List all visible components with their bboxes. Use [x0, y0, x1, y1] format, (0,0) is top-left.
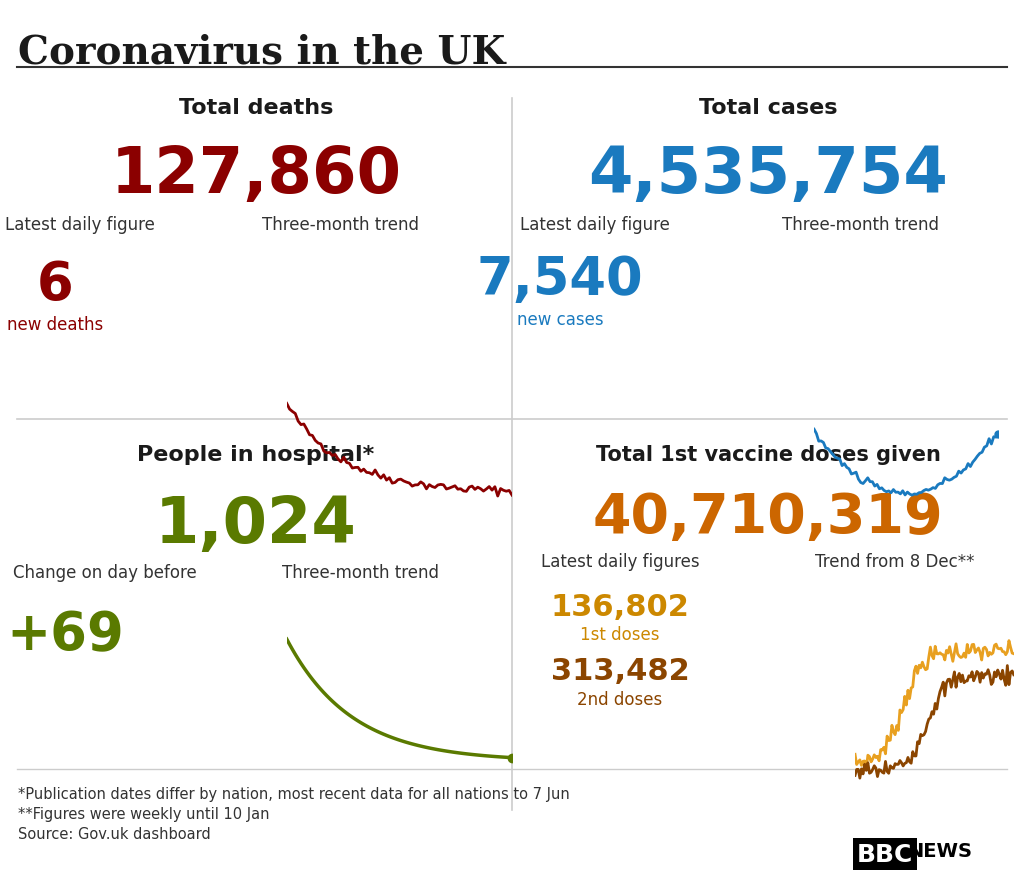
Text: +69: +69 — [6, 608, 124, 660]
Text: 4,535,754: 4,535,754 — [588, 144, 948, 205]
Text: 313,482: 313,482 — [551, 657, 689, 686]
Text: BBC: BBC — [857, 842, 913, 866]
Text: 6: 6 — [37, 259, 74, 311]
Text: 1,024: 1,024 — [155, 493, 357, 556]
Text: Total 1st vaccine doses given: Total 1st vaccine doses given — [596, 444, 940, 464]
Text: Three-month trend: Three-month trend — [282, 564, 438, 581]
Text: new cases: new cases — [517, 311, 603, 328]
Text: 136,802: 136,802 — [551, 593, 689, 622]
Text: NEWS: NEWS — [907, 841, 973, 860]
Text: 40,710,319: 40,710,319 — [593, 491, 943, 544]
Text: 2nd doses: 2nd doses — [578, 690, 663, 709]
Text: Trend from 8 Dec**: Trend from 8 Dec** — [815, 552, 975, 571]
Text: Coronavirus in the UK: Coronavirus in the UK — [18, 33, 506, 71]
Text: People in hospital*: People in hospital* — [137, 444, 375, 464]
Text: 127,860: 127,860 — [111, 144, 401, 205]
Text: *Publication dates differ by nation, most recent data for all nations to 7 Jun: *Publication dates differ by nation, mos… — [18, 787, 569, 802]
Text: 1st doses: 1st doses — [581, 625, 659, 644]
Text: Source: Gov.uk dashboard: Source: Gov.uk dashboard — [18, 826, 211, 841]
Text: Change on day before: Change on day before — [13, 564, 197, 581]
Text: Latest daily figure: Latest daily figure — [5, 216, 155, 234]
Text: Latest daily figure: Latest daily figure — [520, 216, 670, 234]
Text: 7,540: 7,540 — [477, 254, 643, 306]
Text: new deaths: new deaths — [7, 315, 103, 334]
Text: **Figures were weekly until 10 Jan: **Figures were weekly until 10 Jan — [18, 807, 269, 822]
Text: Latest daily figures: Latest daily figures — [541, 552, 699, 571]
Text: Three-month trend: Three-month trend — [261, 216, 419, 234]
Text: Total cases: Total cases — [698, 97, 838, 118]
Text: Three-month trend: Three-month trend — [781, 216, 939, 234]
Text: Total deaths: Total deaths — [179, 97, 333, 118]
